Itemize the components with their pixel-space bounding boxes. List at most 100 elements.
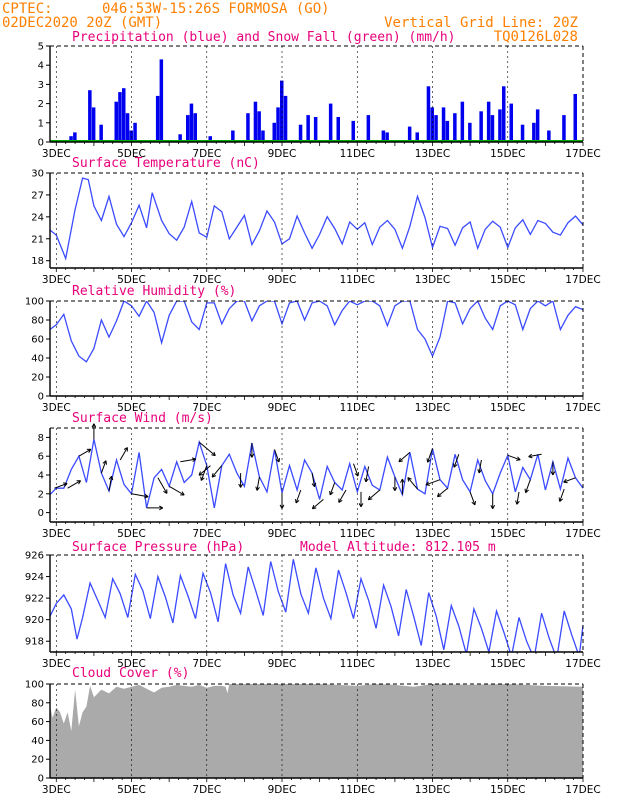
precip-bar [276,107,280,142]
wind-arrow-head [102,460,107,464]
wind-arrow-head [552,471,556,476]
wind-arrow [295,489,302,504]
y-tick-label: 40 [31,736,44,747]
wind-arrow-head [181,491,185,496]
precip-bar [490,115,495,142]
y-tick-label: 100 [25,680,44,691]
precip-bar [118,92,122,142]
wind-arrow-head [550,471,554,476]
wind-arrow-head [478,469,482,474]
temp-series-line [50,177,583,261]
x-date-label: 13DEC [415,528,450,540]
humidity-panel: 0 20 40 60 80 100 3DEC 5DEC 7DEC 9DEC 11DEC 13DEC 15… [25,297,601,415]
wind-arrow-head [525,489,529,494]
wind-arrow-head [329,491,334,496]
wind-arrow-head [211,454,216,457]
x-date-label: 11DEC [340,148,375,160]
wind-arrow-head [426,458,429,463]
x-date-label: 3DEC [42,528,71,540]
precip-bar [385,132,389,142]
x-date-label: 17DEC [565,784,600,796]
x-date-label: 15DEC [490,274,525,286]
x-date-label: 13DEC [415,274,450,286]
precip-bar [460,101,465,142]
wind-arrow-head [392,486,396,491]
temp-panel-title: Surface Temperature (nC) [72,156,260,171]
precip-bar [253,101,258,142]
wind-arrow [338,489,347,503]
x-date-label: 5DEC [117,402,146,414]
wind-arrow-head [159,507,164,511]
wind-arrow-head [407,477,412,480]
precip-bar [88,90,92,142]
wind-arrow-head [563,478,567,483]
y-tick-label: 2 [38,489,44,500]
precip-bar [441,107,446,142]
header-run-time: 02DEC2020 20Z (GMT) [2,15,162,31]
precip-bar [407,126,412,142]
precip-bar [313,117,318,142]
wind-arrow-head [108,475,112,480]
header-vgrid-note: Vertical Grid Line: 20Z [384,15,578,31]
y-tick-label: 60 [31,717,44,728]
wind-arrow [559,488,565,502]
wind-arrow-head [255,486,258,491]
y-tick-label: 4 [38,471,44,482]
wind-arrow-head [314,482,317,487]
x-date-label: 5DEC [117,274,146,286]
wind-arrow [198,441,216,456]
precip-bar [298,124,303,142]
cloud-panel: 0 20 40 60 80 100 3DEC 5DEC 7DEC 9DEC 11DEC 13DEC 15… [25,680,601,797]
header-model-code: TQ0126L028 [494,29,578,45]
wind-arrow-head [436,492,440,497]
wind-arrow-head [144,496,149,499]
x-date-label: 11DEC [340,274,375,286]
wind-arrow-head [425,481,429,486]
wind-arrow [516,491,520,505]
wind-arrow-head [295,499,297,504]
precip-bar [208,136,212,142]
wind-arrow [365,466,370,482]
wind-arrow-head [477,469,480,474]
wind-arrow [78,448,92,457]
wind-arrow-head [249,453,253,458]
wind-arrow-head [559,498,564,502]
wind-arrow-head [368,498,373,501]
wind-arrow-head [238,483,242,488]
precip-bar [381,130,386,142]
wind-arrow-head [111,476,114,481]
wind-arrow-head [213,451,216,456]
x-date-label: 9DEC [268,402,297,414]
wind-arrow-head [364,477,367,483]
x-date-label: 7DEC [192,528,221,540]
precip-bar [186,115,190,142]
y-tick-label: 924 [25,572,44,583]
wind-panel-title: Surface Wind (m/s) [72,411,213,426]
wind-arrow [329,482,336,496]
wind-arrow-head [354,473,359,477]
x-date-label: 17DEC [565,402,600,414]
wind-arrow [478,459,482,474]
wind-arrow-head [492,505,496,510]
x-date-label: 7DEC [192,658,221,670]
header-org: CPTEC: [2,1,53,17]
wind-arrow-head [528,456,533,459]
x-date-label: 7DEC [192,784,221,796]
precip-bar [547,130,551,142]
altitude-annotation: Model Altitude: 812.105 m [300,540,496,555]
wind-arrow-head [329,490,331,495]
temp-panel: 18 21 24 27 30 3DEC 5DEC 7DEC 9DEC 11DEC 13DEC 15DE… [31,169,600,287]
x-date-label: 13DEC [415,402,450,414]
wind-arrow-head [312,507,317,510]
wind-arrow [528,453,542,458]
wind-arrow [469,491,476,506]
wind-arrow-head [453,463,455,468]
y-tick-label: 3 [38,80,44,91]
x-date-label: 15DEC [490,148,525,160]
wind-arrow [180,458,196,463]
y-tick-label: 0 [38,508,44,519]
wind-arrow [407,477,418,490]
wind-arrow-head [200,477,205,481]
wind-arrow [507,454,521,461]
wind-arrow [367,489,381,501]
